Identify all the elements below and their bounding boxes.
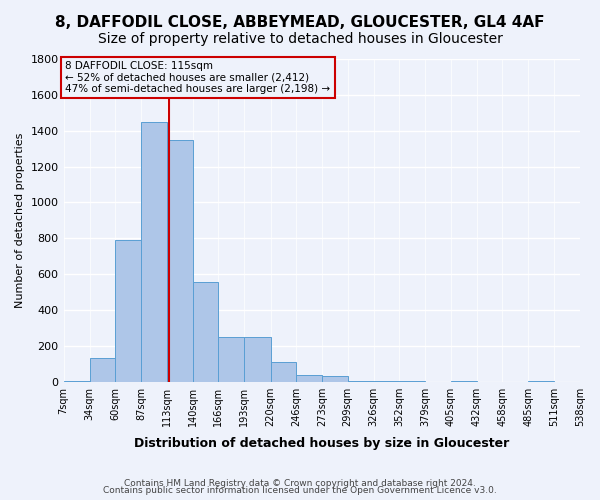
Y-axis label: Number of detached properties: Number of detached properties [15,132,25,308]
Bar [296,376,322,382]
Bar [244,337,271,382]
Bar [115,240,142,382]
Bar [322,376,347,382]
Bar [374,381,399,382]
Bar [90,358,115,382]
Bar [64,381,90,382]
Bar [142,122,167,382]
Text: 8, DAFFODIL CLOSE, ABBEYMEAD, GLOUCESTER, GL4 4AF: 8, DAFFODIL CLOSE, ABBEYMEAD, GLOUCESTER… [55,15,545,30]
Text: Contains public sector information licensed under the Open Government Licence v3: Contains public sector information licen… [103,486,497,495]
Bar [347,381,374,382]
Bar [193,282,218,382]
Bar [167,140,193,382]
Text: Size of property relative to detached houses in Gloucester: Size of property relative to detached ho… [98,32,502,46]
Bar [451,381,477,382]
Bar [399,381,425,382]
Bar [529,381,554,382]
Bar [271,362,296,382]
Text: Contains HM Land Registry data © Crown copyright and database right 2024.: Contains HM Land Registry data © Crown c… [124,478,476,488]
X-axis label: Distribution of detached houses by size in Gloucester: Distribution of detached houses by size … [134,437,509,450]
Text: 8 DAFFODIL CLOSE: 115sqm
← 52% of detached houses are smaller (2,412)
47% of sem: 8 DAFFODIL CLOSE: 115sqm ← 52% of detach… [65,61,331,94]
Bar [218,337,244,382]
